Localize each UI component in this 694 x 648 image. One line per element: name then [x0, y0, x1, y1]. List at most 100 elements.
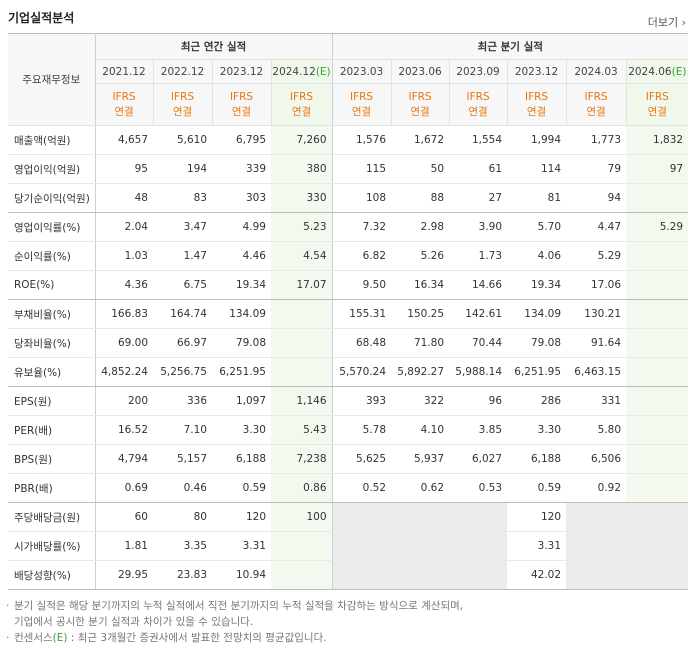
value-cell: 5.70	[507, 212, 567, 242]
period-date: 2022.12	[160, 65, 205, 78]
row-label: ROE(%)	[8, 270, 96, 300]
value-cell: 0.53	[449, 473, 508, 503]
value-cell: 3.85	[449, 415, 508, 445]
value-cell: 80	[153, 502, 212, 532]
data-row: 부채비율(%) 166.83 164.74 134.09 155.31 150.25 142…	[8, 299, 689, 329]
value-cell: 3.35	[153, 531, 212, 561]
value-cell: 114	[507, 154, 567, 184]
period: 2023.09	[448, 59, 508, 84]
value-cell: 5.29	[626, 212, 689, 242]
value-cell: 5,610	[153, 125, 212, 155]
value-cell: 120	[507, 502, 567, 532]
value-cell: 5.26	[391, 241, 450, 271]
empty-cell	[626, 473, 689, 503]
value-cell: 150.25	[391, 299, 450, 329]
data-row: ROE(%) 4.36 6.75 19.34 17.07 9.50 16.34 14.66 19…	[8, 270, 689, 300]
value-cell: 3.90	[449, 212, 508, 242]
value-cell: 50	[391, 154, 450, 184]
value-cell: 120	[212, 502, 271, 532]
empty-cell	[331, 502, 392, 532]
financial-table: 주요재무정보 최근 연간 실적 최근 분기 실적 2021.12 2022.12 2023…	[8, 33, 689, 590]
value-cell: 69.00	[95, 328, 153, 358]
value-cell: 336	[153, 386, 212, 416]
note-term: 컨센서스	[14, 632, 53, 644]
data-row: 유보율(%) 4,852.24 5,256.75 6,251.95 5,570.24 5,…	[8, 357, 689, 387]
value-cell: 66.97	[153, 328, 212, 358]
value-cell: 322	[391, 386, 450, 416]
value-cell: 166.83	[95, 299, 153, 329]
value-cell: 17.06	[566, 270, 627, 300]
data-row: 순이익률(%) 1.03 1.47 4.46 4.54 6.82 5.26 1.73 4.06 5…	[8, 241, 689, 271]
value-cell: 6.75	[153, 270, 212, 300]
value-cell: 1,672	[391, 125, 450, 155]
value-cell: 0.62	[391, 473, 450, 503]
value-cell: 42.02	[507, 560, 567, 590]
value-cell: 10.94	[212, 560, 271, 590]
estimate-mark: (E)	[671, 65, 687, 78]
value-cell: 23.83	[153, 560, 212, 590]
value-cell: 6,188	[507, 444, 567, 474]
period: 2023.06	[390, 59, 450, 84]
data-row: EPS(원) 200 336 1,097 1,146 393 322 96 286 331	[8, 386, 689, 416]
more-link[interactable]: 더보기	[648, 14, 686, 30]
data-row: 영업이익(억원) 95 194 339 380 115 50 61 114 79 97	[8, 154, 689, 184]
value-cell: 4.46	[212, 241, 271, 271]
value-cell: 164.74	[153, 299, 212, 329]
row-label: 당좌비율(%)	[8, 328, 96, 358]
standard: IFRS	[229, 90, 254, 103]
data-row: 당좌비율(%) 69.00 66.97 79.08 68.48 71.80 70.44 79.…	[8, 328, 689, 358]
value-cell: 97	[626, 154, 689, 184]
value-cell: 380	[271, 154, 333, 184]
basis: 연결	[647, 105, 667, 118]
value-cell: 16.52	[95, 415, 153, 445]
value-cell: 3.47	[153, 212, 212, 242]
value-cell: 29.95	[95, 560, 153, 590]
period-date: 2024.03	[574, 65, 618, 78]
standard: IFRS	[289, 90, 314, 103]
value-cell: 5,988.14	[449, 357, 508, 387]
value-cell: 5.78	[331, 415, 392, 445]
value-cell: 14.66	[449, 270, 508, 300]
standard-row: IFRS 연결 IFRS 연결 IFRS 연결 IFRS 연결 IFRS 연결 IFRS 연결 IFRS…	[8, 83, 689, 126]
period: 2024.06(E)	[625, 59, 689, 84]
value-cell: 5.29	[566, 241, 627, 271]
value-cell: 331	[566, 386, 627, 416]
value-cell: 5,892.27	[391, 357, 450, 387]
value-cell: 95	[95, 154, 153, 184]
value-cell: 134.09	[212, 299, 271, 329]
data-row: 영업이익률(%) 2.04 3.47 4.99 5.23 7.32 2.98 3.90 5.70…	[8, 212, 689, 242]
value-cell: 1,576	[331, 125, 392, 155]
data-row: 당기순이익(억원) 48 83 303 330 108 88 27 81 94	[8, 183, 689, 213]
basis: 연결	[410, 105, 430, 118]
empty-cell	[626, 531, 689, 561]
accounting-standard: IFRS 연결	[448, 83, 508, 126]
empty-cell	[626, 241, 689, 271]
standard: IFRS	[112, 90, 136, 103]
value-cell: 70.44	[449, 328, 508, 358]
value-cell: 1,832	[626, 125, 689, 155]
accounting-standard: IFRS 연결	[565, 83, 627, 126]
value-cell: 2.04	[95, 212, 153, 242]
value-cell: 7,238	[271, 444, 333, 474]
row-label: 영업이익(억원)	[8, 154, 96, 184]
note: 컨센서스(E) : 최근 3개월간 증권사에서 발표한 전망치의 평균값입니다.	[6, 630, 463, 646]
value-cell: 5,570.24	[331, 357, 392, 387]
value-cell: 94	[566, 183, 627, 213]
basis: 연결	[351, 105, 372, 118]
value-cell: 71.80	[391, 328, 450, 358]
value-cell: 130.21	[566, 299, 627, 329]
value-cell: 6,251.95	[507, 357, 567, 387]
empty-cell	[449, 531, 508, 561]
row-label: EPS(원)	[8, 386, 96, 416]
value-cell: 1.47	[153, 241, 212, 271]
value-cell: 79.08	[212, 328, 271, 358]
note-line: 분기 실적은 해당 분기까지의 누적 실적에서 직전 분기까지의 누적 실적을 …	[14, 600, 464, 612]
value-cell: 68.48	[331, 328, 392, 358]
note: 분기 실적은 해당 분기까지의 누적 실적에서 직전 분기까지의 누적 실적을 …	[6, 598, 463, 630]
value-cell: 1,994	[507, 125, 567, 155]
value-cell: 79	[566, 154, 627, 184]
value-cell: 3.30	[507, 415, 567, 445]
period-date: 2023.06	[398, 65, 442, 78]
accounting-standard: IFRS 연결	[506, 83, 567, 126]
